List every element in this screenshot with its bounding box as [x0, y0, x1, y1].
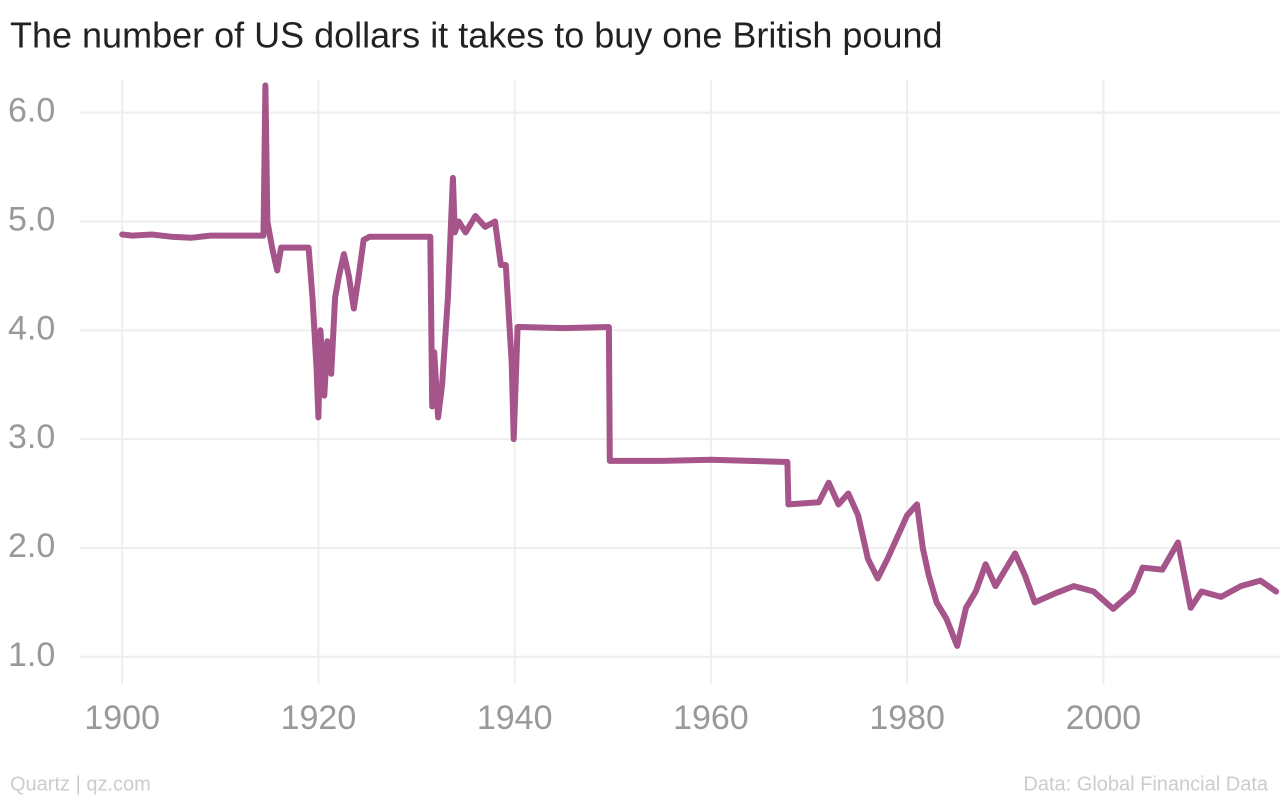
chart-title: The number of US dollars it takes to buy… [10, 15, 943, 56]
y-tick-label: 5.0 [8, 200, 55, 238]
y-tick-label: 6.0 [8, 92, 55, 130]
credit: Quartz | qz.com [10, 773, 151, 795]
y-tick-label: 1.0 [8, 636, 55, 674]
x-tick-label: 1900 [84, 699, 160, 737]
x-tick-label: 1980 [869, 699, 945, 737]
y-tick-label: 3.0 [8, 418, 55, 456]
x-tick-label: 1920 [281, 699, 357, 737]
x-tick-label: 2000 [1066, 699, 1142, 737]
source: Data: Global Financial Data [1023, 773, 1268, 795]
x-tick-label: 1940 [477, 699, 553, 737]
data-line [119, 82, 1280, 649]
x-tick-label: 1960 [673, 699, 749, 737]
y-tick-label: 2.0 [8, 527, 55, 565]
y-tick-label: 4.0 [8, 309, 55, 347]
